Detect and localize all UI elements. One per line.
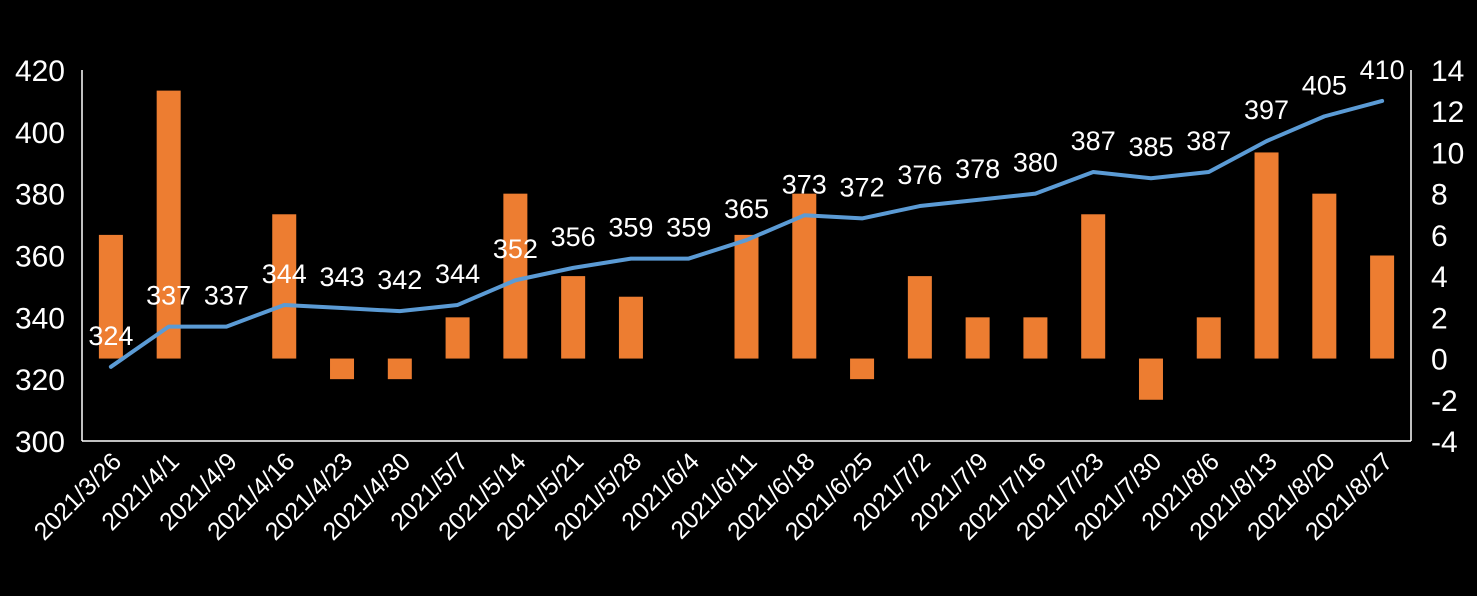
data-label: 397	[1244, 95, 1289, 125]
right-tick-label: 4	[1431, 261, 1448, 294]
data-labels-layer: 324 337 337 344 343 342 344 352 356 359 359 365 373 3…	[88, 55, 1404, 351]
left-tick-label: 420	[15, 55, 65, 88]
data-label: 359	[666, 213, 711, 243]
bar	[907, 276, 932, 359]
right-tick-label: 0	[1431, 344, 1448, 377]
line-layer	[108, 98, 1385, 369]
data-label: 373	[782, 169, 827, 199]
data-label: 344	[262, 259, 307, 289]
left-tick-label: 400	[15, 117, 65, 150]
bar	[445, 317, 470, 359]
bars-layer	[98, 90, 1395, 400]
bar	[1196, 317, 1221, 359]
bar	[156, 90, 181, 359]
axes-layer	[81, 70, 1412, 442]
left-tick-label: 360	[15, 241, 65, 274]
bar	[965, 317, 990, 359]
data-label: 405	[1302, 70, 1347, 100]
data-label: 380	[1013, 148, 1058, 178]
right-tick-label: 8	[1431, 179, 1448, 212]
data-label: 352	[493, 234, 538, 264]
data-label: 359	[608, 213, 653, 243]
data-label: 356	[551, 222, 596, 252]
bar	[98, 234, 123, 359]
right-tick-label: 14	[1431, 55, 1464, 88]
bar	[792, 193, 817, 359]
data-label: 387	[1186, 126, 1231, 156]
data-label: 324	[88, 321, 133, 351]
data-label: 344	[435, 259, 480, 289]
right-tick-label: 2	[1431, 302, 1448, 335]
bar	[330, 358, 355, 380]
left-tick-label: 300	[15, 426, 65, 459]
bar	[1138, 358, 1163, 400]
data-label: 372	[840, 172, 885, 202]
left-tick-label: 380	[15, 179, 65, 212]
bar	[734, 234, 759, 359]
bar	[850, 358, 875, 380]
right-tick-label: -2	[1431, 385, 1458, 418]
bar	[1312, 193, 1337, 359]
data-label: 385	[1128, 132, 1173, 162]
data-label: 343	[319, 262, 364, 292]
data-label: 337	[204, 281, 249, 311]
bar	[387, 358, 412, 380]
bar	[1370, 255, 1395, 359]
bar	[503, 193, 528, 359]
left-tick-label: 340	[15, 302, 65, 335]
bar	[1023, 317, 1048, 359]
bar	[1081, 214, 1106, 359]
right-tick-label: 12	[1431, 96, 1464, 129]
data-label: 365	[724, 194, 769, 224]
right-tick-label: 10	[1431, 137, 1464, 170]
data-label: 410	[1360, 55, 1405, 85]
data-label: 376	[897, 160, 942, 190]
data-label: 387	[1071, 126, 1116, 156]
data-label: 378	[955, 154, 1000, 184]
data-label: 337	[146, 281, 191, 311]
left-tick-label: 320	[15, 364, 65, 397]
bar	[272, 214, 297, 359]
bar	[1254, 152, 1279, 359]
right-tick-label: 6	[1431, 220, 1448, 253]
data-label: 342	[377, 265, 422, 295]
right-tick-label: -4	[1431, 426, 1458, 459]
bar	[561, 276, 586, 359]
bar	[618, 296, 643, 359]
series-line	[108, 98, 1385, 369]
